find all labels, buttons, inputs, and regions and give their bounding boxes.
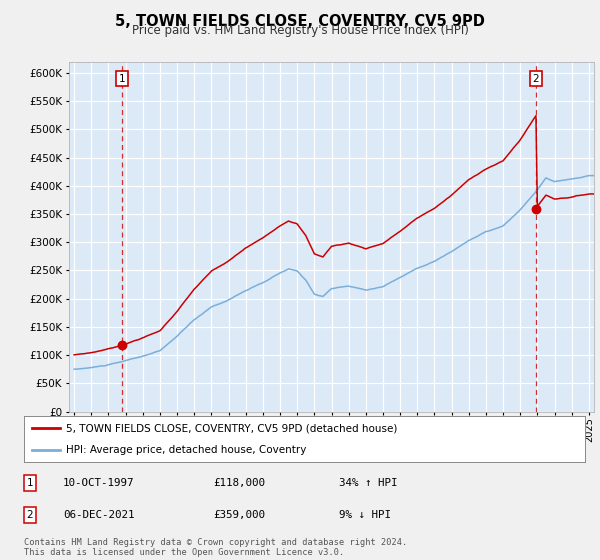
Text: £118,000: £118,000	[213, 478, 265, 488]
Text: 1: 1	[26, 478, 34, 488]
Point	[117, 340, 127, 349]
Text: 06-DEC-2021: 06-DEC-2021	[63, 510, 134, 520]
Text: 1: 1	[119, 73, 125, 83]
Text: 2: 2	[26, 510, 34, 520]
Text: 9% ↓ HPI: 9% ↓ HPI	[339, 510, 391, 520]
Text: 5, TOWN FIELDS CLOSE, COVENTRY, CV5 9PD (detached house): 5, TOWN FIELDS CLOSE, COVENTRY, CV5 9PD …	[66, 423, 397, 433]
Text: Price paid vs. HM Land Registry's House Price Index (HPI): Price paid vs. HM Land Registry's House …	[131, 24, 469, 37]
Text: 34% ↑ HPI: 34% ↑ HPI	[339, 478, 397, 488]
Text: 5, TOWN FIELDS CLOSE, COVENTRY, CV5 9PD: 5, TOWN FIELDS CLOSE, COVENTRY, CV5 9PD	[115, 14, 485, 29]
Point	[531, 204, 541, 213]
Text: £359,000: £359,000	[213, 510, 265, 520]
Text: Contains HM Land Registry data © Crown copyright and database right 2024.
This d: Contains HM Land Registry data © Crown c…	[24, 538, 407, 557]
Text: HPI: Average price, detached house, Coventry: HPI: Average price, detached house, Cove…	[66, 445, 307, 455]
Text: 2: 2	[533, 73, 539, 83]
Text: 10-OCT-1997: 10-OCT-1997	[63, 478, 134, 488]
